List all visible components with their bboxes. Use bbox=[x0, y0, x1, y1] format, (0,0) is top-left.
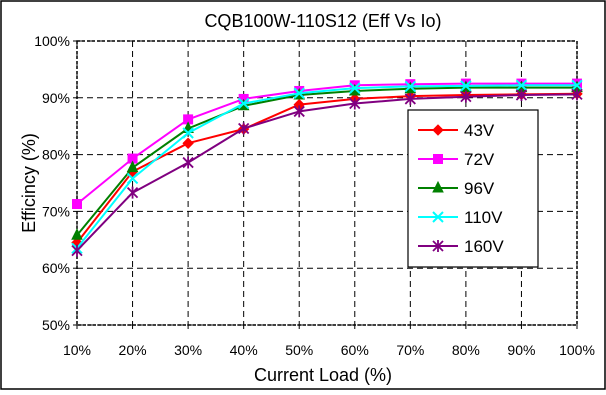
y-tick-label: 60% bbox=[42, 260, 70, 276]
chart-title: CQB100W-110S12 (Eff Vs Io) bbox=[204, 11, 441, 31]
data-point bbox=[182, 156, 194, 169]
data-point bbox=[293, 105, 305, 118]
y-tick-label: 70% bbox=[42, 203, 70, 219]
legend-item: 110V bbox=[418, 208, 503, 227]
axis-ticks: 50% 60% 70% 80% 90% 100% 10% 20% 30% 40% 50% 60% 70%… bbox=[34, 33, 595, 358]
data-point bbox=[238, 122, 250, 135]
data-point bbox=[293, 87, 305, 99]
data-point bbox=[349, 97, 361, 110]
x-tick-label: 90% bbox=[507, 342, 535, 358]
series-line bbox=[76, 92, 578, 244]
legend-swatch-marker bbox=[432, 240, 444, 252]
x-tick-label: 80% bbox=[452, 342, 480, 358]
data-point bbox=[349, 82, 361, 94]
series-110v bbox=[71, 79, 583, 255]
legend-swatch-marker bbox=[432, 211, 444, 223]
y-tick-label: 100% bbox=[34, 33, 70, 49]
x-tick-label: 100% bbox=[559, 342, 595, 358]
data-point bbox=[72, 199, 82, 210]
data-point bbox=[515, 88, 528, 101]
data-point bbox=[404, 80, 417, 93]
data-point bbox=[460, 80, 472, 92]
x-tick-label: 60% bbox=[341, 342, 369, 358]
x-axis-label: Current Load (%) bbox=[254, 365, 392, 385]
series-line bbox=[76, 86, 577, 236]
data-point bbox=[126, 160, 139, 173]
data-point bbox=[571, 88, 583, 101]
data-point bbox=[126, 186, 139, 199]
series-line bbox=[76, 93, 578, 252]
series-line bbox=[76, 82, 577, 205]
data-point bbox=[515, 79, 528, 92]
legend-item: 43V bbox=[418, 121, 495, 140]
data-point bbox=[571, 79, 583, 92]
data-point bbox=[182, 137, 194, 149]
data-point bbox=[404, 92, 416, 105]
series-160v bbox=[71, 88, 583, 257]
legend-label: 96V bbox=[464, 179, 495, 198]
x-tick-label: 30% bbox=[174, 342, 202, 358]
x-tick-label: 10% bbox=[63, 342, 91, 358]
x-tick-label: 70% bbox=[396, 342, 424, 358]
legend-label: 43V bbox=[464, 121, 495, 140]
legend-swatch-marker bbox=[432, 124, 444, 136]
legend-item: 72V bbox=[418, 150, 495, 169]
legend-label: 110V bbox=[464, 208, 503, 227]
plot-border bbox=[76, 40, 578, 326]
data-point bbox=[182, 127, 194, 139]
legend-swatch-marker bbox=[433, 154, 443, 164]
legend-item: 96V bbox=[418, 179, 495, 198]
data-point bbox=[460, 90, 472, 103]
data-point bbox=[237, 97, 250, 110]
y-tick-label: 90% bbox=[42, 90, 70, 106]
data-point bbox=[126, 172, 139, 185]
x-tick-label: 50% bbox=[285, 342, 313, 358]
series-line bbox=[76, 84, 577, 249]
x-tick-label: 20% bbox=[119, 342, 147, 358]
y-tick-label: 80% bbox=[42, 147, 70, 163]
data-point bbox=[71, 244, 83, 257]
legend-item: 160V bbox=[418, 237, 504, 256]
legend-label: 160V bbox=[464, 237, 504, 256]
y-axis-label: Efficincy (%) bbox=[19, 133, 39, 233]
legend: 43V 72V 96V 110V 160V bbox=[407, 109, 539, 268]
legend-swatch-marker bbox=[432, 180, 444, 193]
y-tick-label: 50% bbox=[42, 317, 70, 333]
x-tick-label: 40% bbox=[230, 342, 258, 358]
data-point bbox=[71, 228, 83, 240]
data-series bbox=[71, 78, 583, 257]
legend-label: 72V bbox=[464, 150, 495, 169]
